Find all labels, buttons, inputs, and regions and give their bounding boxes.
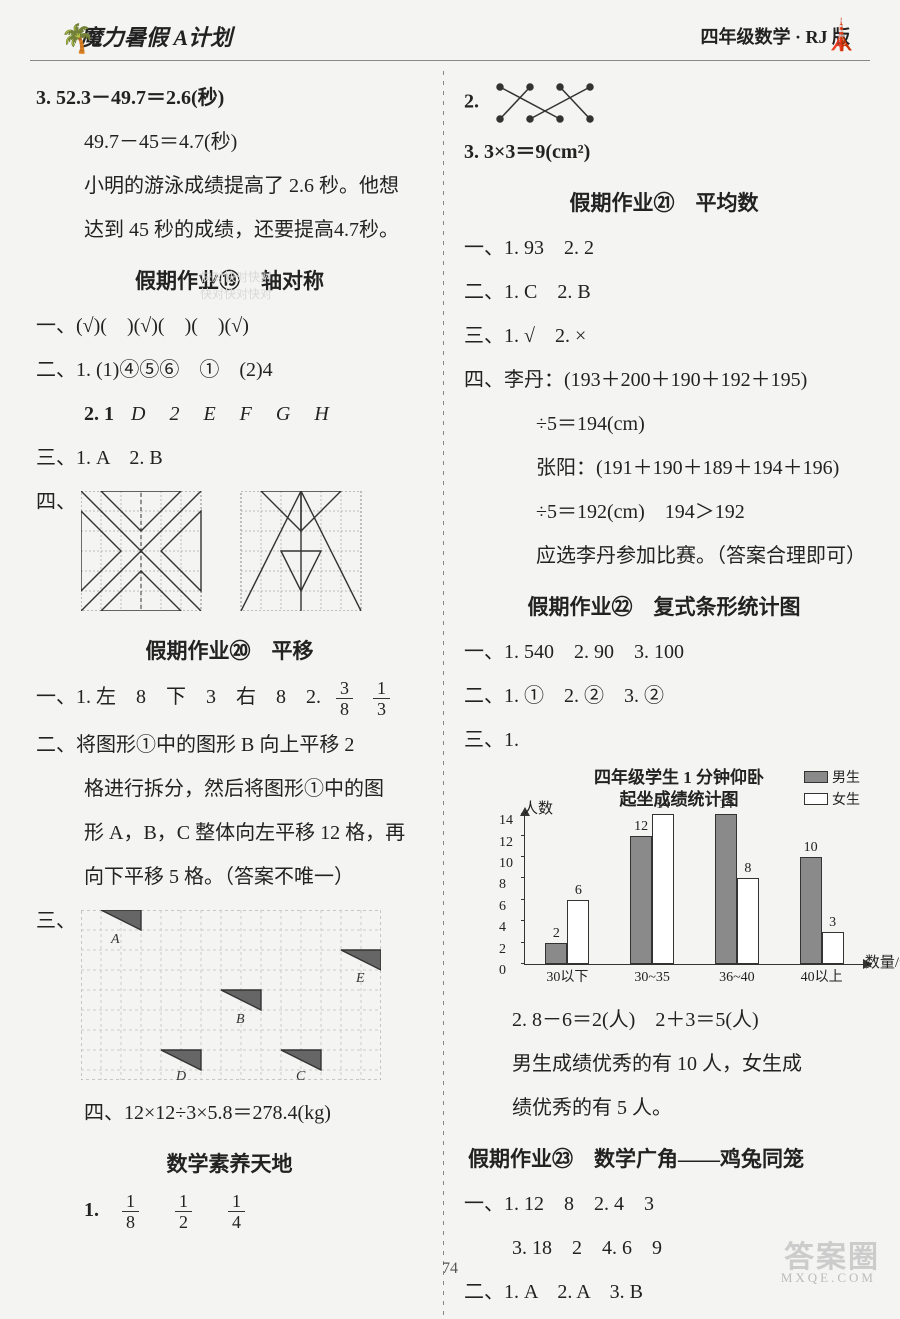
title-21: 假期作业㉑ 平均数: [464, 187, 864, 217]
translation-grid: A E B D C: [81, 910, 381, 1080]
title-tiandi: 数学素养天地: [36, 1148, 423, 1178]
chart-legend: 男生 女生: [804, 767, 860, 811]
crossing-lines-diagram: [490, 81, 600, 125]
l-q3b: 49.7－45＝4.7(秒): [36, 125, 423, 159]
r-q3: 3. 3×3＝9(cm²): [464, 135, 864, 169]
s19-2a: 二、1. (1)④⑤⑥ ① (2)4: [36, 353, 423, 387]
page: 魔力暑假 A计划 四年级数学 · RJ 版 3. 52.3－49.7＝2.6(秒…: [0, 0, 900, 1288]
palm-icon: 🌴: [60, 22, 95, 56]
s21-4c: 张阳：(191＋190＋189＋194＋196): [464, 451, 864, 485]
l-q3c: 小明的游泳成绩提高了 2.6 秒。他想: [36, 169, 423, 203]
bar-chart: 四年级学生 1 分钟仰卧 起坐成绩统计图 男生 女生 人数 数量/个 2630以…: [494, 767, 864, 993]
s19-4: 四、: [36, 485, 423, 617]
tian-1: 1. 181214: [36, 1192, 423, 1231]
title-20: 假期作业⑳ 平移: [36, 635, 423, 665]
header-left: 魔力暑假 A计划: [80, 20, 232, 52]
page-header: 魔力暑假 A计划 四年级数学 · RJ 版: [30, 20, 870, 61]
s22-3: 三、1.: [464, 723, 864, 757]
s22-1: 一、1. 540 2. 90 3. 100: [464, 635, 864, 669]
lighthouse-icon: 🗼: [823, 18, 860, 53]
s19-2b: 2. 1 D2EFGH: [36, 397, 423, 431]
s21-2: 二、1. C 2. B: [464, 275, 864, 309]
s20-2d: 向下平移 5 格。（答案不唯一）: [36, 860, 423, 894]
s20-4: 四、12×12÷3×5.8＝278.4(kg): [36, 1096, 423, 1130]
s23-1a: 一、1. 12 8 2. 4 3: [464, 1187, 864, 1221]
svg-text:B: B: [236, 1012, 245, 1027]
column-divider: [443, 71, 444, 1319]
s21-3: 三、1. √ 2. ×: [464, 319, 864, 353]
s21-4d: ÷5＝192(cm) 194＞192: [464, 495, 864, 529]
s22-3b: 2. 8－6＝2(人) 2＋3＝5(人): [464, 1003, 864, 1037]
s21-4e: 应选李丹参加比赛。（答案合理即可）: [464, 539, 864, 573]
s20-1: 一、1. 左 8 下 3 右 8 2. 3813: [36, 679, 423, 718]
s19-3: 三、1. A 2. B: [36, 441, 423, 475]
right-column: 2. 3. 3×3＝9(cm²) 假期作业㉑ 平均数 一、1. 93 2. 2 …: [458, 71, 870, 1319]
s19-1: 一、(√)( )(√)( )( )(√): [36, 309, 423, 343]
symmetry-grids: [81, 491, 371, 611]
s20-3: 三、: [36, 904, 423, 1086]
svg-text:A: A: [110, 932, 120, 947]
l-q3d: 达到 45 秒的成绩，还要提高4.7秒。: [36, 213, 423, 247]
chart-plot: 人数 数量/个 2630以下121430~3514836~4010340以上 0…: [524, 815, 864, 965]
title-22: 假期作业㉒ 复式条形统计图: [464, 591, 864, 621]
svg-text:C: C: [296, 1069, 306, 1080]
left-column: 3. 52.3－49.7＝2.6(秒) 49.7－45＝4.7(秒) 小明的游泳…: [30, 71, 429, 1319]
title-23: 假期作业㉓ 数学广角——鸡兔同笼: [464, 1143, 864, 1173]
s22-3c: 男生成绩优秀的有 10 人，女生成: [464, 1047, 864, 1081]
s20-2c: 形 A，B，C 整体向左平移 12 格，再: [36, 816, 423, 850]
footer-url: MXQE.COM: [781, 1270, 876, 1286]
s20-2b: 格进行拆分，然后将图形①中的图: [36, 772, 423, 806]
s21-4a: 四、李丹：(193＋200＋190＋192＋195): [464, 363, 864, 397]
svg-text:D: D: [175, 1069, 186, 1080]
s22-3d: 绩优秀的有 5 人。: [464, 1091, 864, 1125]
s21-4b: ÷5＝194(cm): [464, 407, 864, 441]
s21-1: 一、1. 93 2. 2: [464, 231, 864, 265]
page-number: 74: [442, 1260, 458, 1278]
title-19: 假期作业⑲ 轴对称: [36, 265, 423, 295]
s19-2b-prefix: 2. 1: [84, 403, 114, 425]
s22-2: 二、1. ① 2. ② 3. ②: [464, 679, 864, 713]
svg-text:E: E: [355, 971, 365, 986]
r-q2: 2.: [464, 81, 864, 125]
l-q3a: 3. 52.3－49.7＝2.6(秒): [36, 81, 423, 115]
xlabel: 数量/个: [865, 951, 900, 972]
s20-2a: 二、将图形①中的图形 B 向上平移 2: [36, 728, 423, 762]
